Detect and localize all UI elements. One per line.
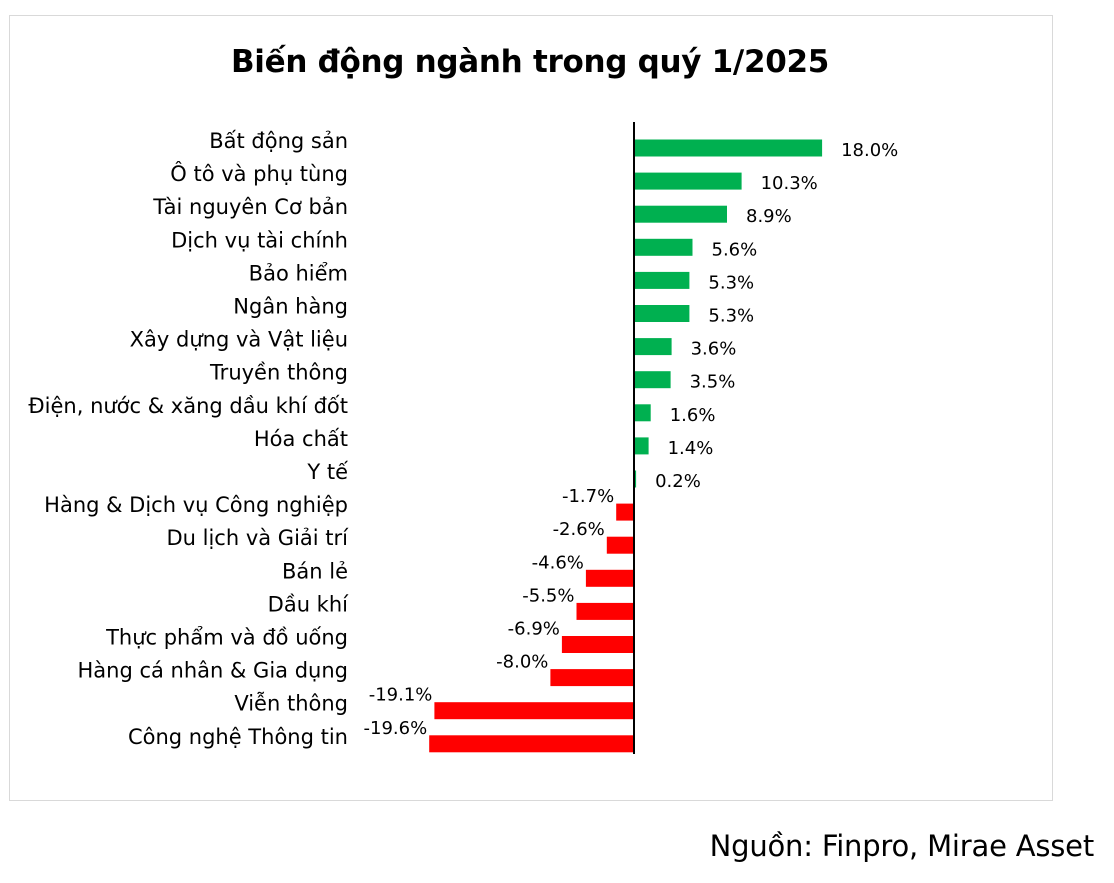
data-label-7: 3.5%: [690, 372, 736, 393]
category-label-9: Hóa chất: [254, 427, 348, 451]
category-label-11: Hàng & Dịch vụ Công nghiệp: [44, 493, 348, 517]
data-label-17: -19.1%: [369, 685, 433, 706]
data-label-0: 18.0%: [841, 140, 898, 161]
category-labels-layer: Bất động sản Ô tô và phụ tùng Tài nguyên C…: [28, 129, 349, 749]
data-label-6: 3.6%: [691, 339, 737, 360]
data-label-12: -2.6%: [553, 519, 605, 540]
category-label-17: Viễn thông: [234, 691, 348, 716]
category-label-10: Y tế: [306, 460, 348, 484]
category-label-8: Điện, nước & xăng dầu khí đốt: [28, 394, 348, 418]
source-note: Nguồn: Finpro, Mirae Asset: [709, 829, 1095, 863]
data-label-5: 5.3%: [708, 306, 754, 327]
data-label-3: 5.6%: [712, 239, 758, 260]
category-label-3: Dịch vụ tài chính: [171, 228, 348, 252]
bar-7: [634, 371, 671, 389]
data-label-4: 5.3%: [708, 272, 754, 293]
bar-11: [616, 503, 634, 521]
bar-0: [634, 139, 823, 157]
bar-17: [434, 702, 634, 720]
bar-16: [550, 669, 634, 687]
data-label-10: 0.2%: [655, 471, 701, 492]
bar-10: [634, 470, 637, 488]
data-label-13: -4.6%: [532, 552, 584, 573]
chart-title: Biến động ngành trong quý 1/2025: [230, 44, 830, 80]
category-label-2: Tài nguyên Cơ bản: [152, 195, 348, 219]
category-label-0: Bất động sản: [209, 129, 348, 153]
bars-layer: [429, 139, 823, 753]
category-label-15: Thực phẩm và đồ uống: [105, 626, 348, 650]
data-label-8: 1.6%: [670, 405, 716, 426]
data-label-11: -1.7%: [562, 486, 614, 507]
data-label-14: -5.5%: [522, 585, 574, 606]
data-label-9: 1.4%: [668, 438, 714, 459]
data-label-2: 8.9%: [746, 206, 792, 227]
data-label-16: -8.0%: [496, 652, 548, 673]
category-label-16: Hàng cá nhân & Gia dụng: [77, 659, 348, 683]
bar-5: [634, 305, 690, 322]
bar-2: [634, 205, 727, 223]
bar-3: [634, 238, 693, 256]
labels-layer: 18.0% 10.3% 8.9% 5.6% 5.3% 5.3% 3.6% 3.5% 1.6% 1.…: [364, 140, 899, 739]
bar-6: [634, 338, 672, 356]
category-label-4: Bảo hiểm: [249, 261, 348, 285]
bar-8: [634, 404, 651, 422]
data-label-1: 10.3%: [761, 173, 818, 194]
bar-12: [606, 536, 634, 554]
chart-frame: [9, 15, 1053, 801]
bar-13: [585, 569, 634, 587]
category-label-7: Truyền thông: [209, 361, 348, 385]
category-label-1: Ô tô và phụ tùng: [170, 161, 348, 186]
bar-4: [634, 271, 690, 289]
category-label-12: Du lịch và Giải trí: [166, 526, 349, 550]
bar-15: [561, 636, 634, 653]
category-label-14: Dầu khí: [268, 592, 349, 616]
data-label-18: -19.6%: [364, 718, 428, 739]
bar-9: [634, 437, 649, 455]
bar-18: [429, 735, 634, 753]
category-label-13: Bán lẻ: [282, 559, 348, 583]
bar-1: [634, 172, 742, 190]
data-label-15: -6.9%: [508, 619, 560, 640]
category-label-18: Công nghệ Thông tin: [128, 725, 348, 749]
category-label-6: Xây dựng và Vật liệu: [130, 328, 348, 352]
category-label-5: Ngân hàng: [233, 295, 348, 319]
bar-14: [576, 602, 634, 620]
